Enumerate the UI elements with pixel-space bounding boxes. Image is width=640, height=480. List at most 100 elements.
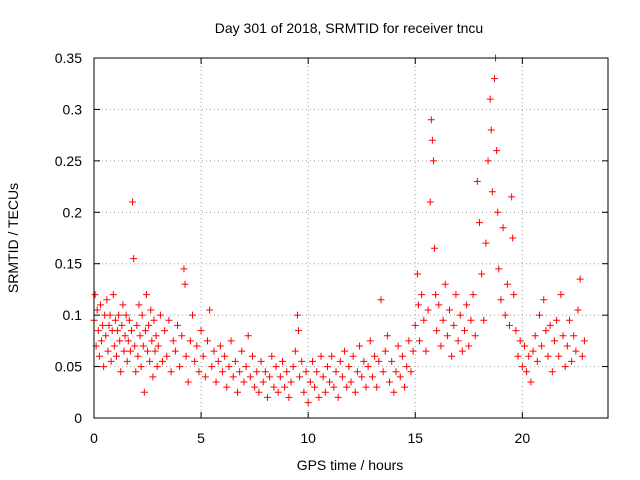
data-point <box>411 321 419 329</box>
data-point <box>109 291 117 299</box>
data-point <box>463 301 471 309</box>
data-point <box>343 383 351 391</box>
data-point <box>461 327 469 335</box>
data-point <box>118 321 126 329</box>
data-point <box>518 363 526 371</box>
data-point <box>174 321 182 329</box>
data-point <box>388 357 396 365</box>
data-point <box>315 393 323 401</box>
data-point <box>405 337 413 345</box>
data-point <box>486 95 494 103</box>
data-point <box>300 388 308 396</box>
data-point <box>332 368 340 376</box>
data-point <box>289 363 297 371</box>
y-tick-label: 0 <box>74 410 82 426</box>
data-point <box>93 306 101 314</box>
data-point <box>443 332 451 340</box>
data-point <box>467 316 475 324</box>
data-point <box>139 342 147 350</box>
data-point <box>293 311 301 319</box>
data-point <box>233 388 241 396</box>
x-axis: 0 5 10 15 20 <box>90 58 530 446</box>
data-point <box>148 337 156 345</box>
data-point <box>533 357 541 365</box>
data-point <box>266 373 274 381</box>
data-point <box>330 383 338 391</box>
data-point <box>283 368 291 376</box>
data-point <box>144 347 152 355</box>
data-point <box>161 327 169 335</box>
y-tick-label: 0.25 <box>55 153 82 169</box>
data-point <box>257 357 265 365</box>
data-point <box>110 342 118 350</box>
y-tick-label: 0.1 <box>63 307 83 323</box>
data-point <box>576 275 584 283</box>
data-point <box>358 373 366 381</box>
data-point <box>242 363 250 371</box>
data-point <box>568 357 576 365</box>
data-point <box>398 352 406 360</box>
data-point <box>261 368 269 376</box>
data-point <box>548 368 556 376</box>
data-point <box>381 347 389 355</box>
data-point <box>394 342 402 350</box>
data-point <box>302 368 310 376</box>
data-point <box>95 352 103 360</box>
data-point <box>553 316 561 324</box>
data-point <box>97 337 105 345</box>
data-point <box>501 311 509 319</box>
data-point <box>503 280 511 288</box>
data-point <box>446 306 454 314</box>
data-point <box>565 316 573 324</box>
data-point <box>525 352 533 360</box>
data-point <box>431 244 439 252</box>
data-point <box>206 306 214 314</box>
data-point <box>195 368 203 376</box>
data-point <box>368 373 376 381</box>
data-point <box>201 373 209 381</box>
data-point <box>450 321 458 329</box>
data-point <box>229 373 237 381</box>
data-point <box>126 347 134 355</box>
data-point <box>281 383 289 391</box>
data-point <box>204 337 212 345</box>
data-point <box>432 291 440 299</box>
data-point <box>130 255 138 263</box>
y-tick-label: 0.3 <box>63 101 83 117</box>
data-point <box>219 368 226 376</box>
data-point <box>351 388 359 396</box>
data-point <box>136 332 144 340</box>
data-point <box>426 198 434 206</box>
data-point <box>240 378 248 386</box>
data-point <box>531 332 539 340</box>
data-point <box>497 296 505 304</box>
x-tick-label: 0 <box>90 430 98 446</box>
data-point <box>214 357 222 365</box>
data-point <box>540 296 548 304</box>
data-point <box>546 321 554 329</box>
data-point <box>341 347 349 355</box>
data-point <box>465 342 473 350</box>
data-point <box>124 337 132 345</box>
data-point <box>407 368 415 376</box>
data-point <box>345 363 353 371</box>
data-point <box>270 383 278 391</box>
data-point <box>362 383 370 391</box>
x-tick-label: 20 <box>515 430 531 446</box>
data-point <box>353 368 361 376</box>
data-point <box>120 347 128 355</box>
data-point <box>490 75 498 83</box>
data-point <box>184 378 192 386</box>
data-point <box>379 368 387 376</box>
data-point <box>488 188 496 196</box>
data-point <box>401 383 409 391</box>
data-point <box>255 388 263 396</box>
data-point <box>238 347 246 355</box>
data-point <box>416 337 424 345</box>
data-point <box>559 332 567 340</box>
data-point <box>246 373 254 381</box>
data-point <box>480 316 488 324</box>
data-point <box>364 363 372 371</box>
plot-frame <box>93 57 609 419</box>
